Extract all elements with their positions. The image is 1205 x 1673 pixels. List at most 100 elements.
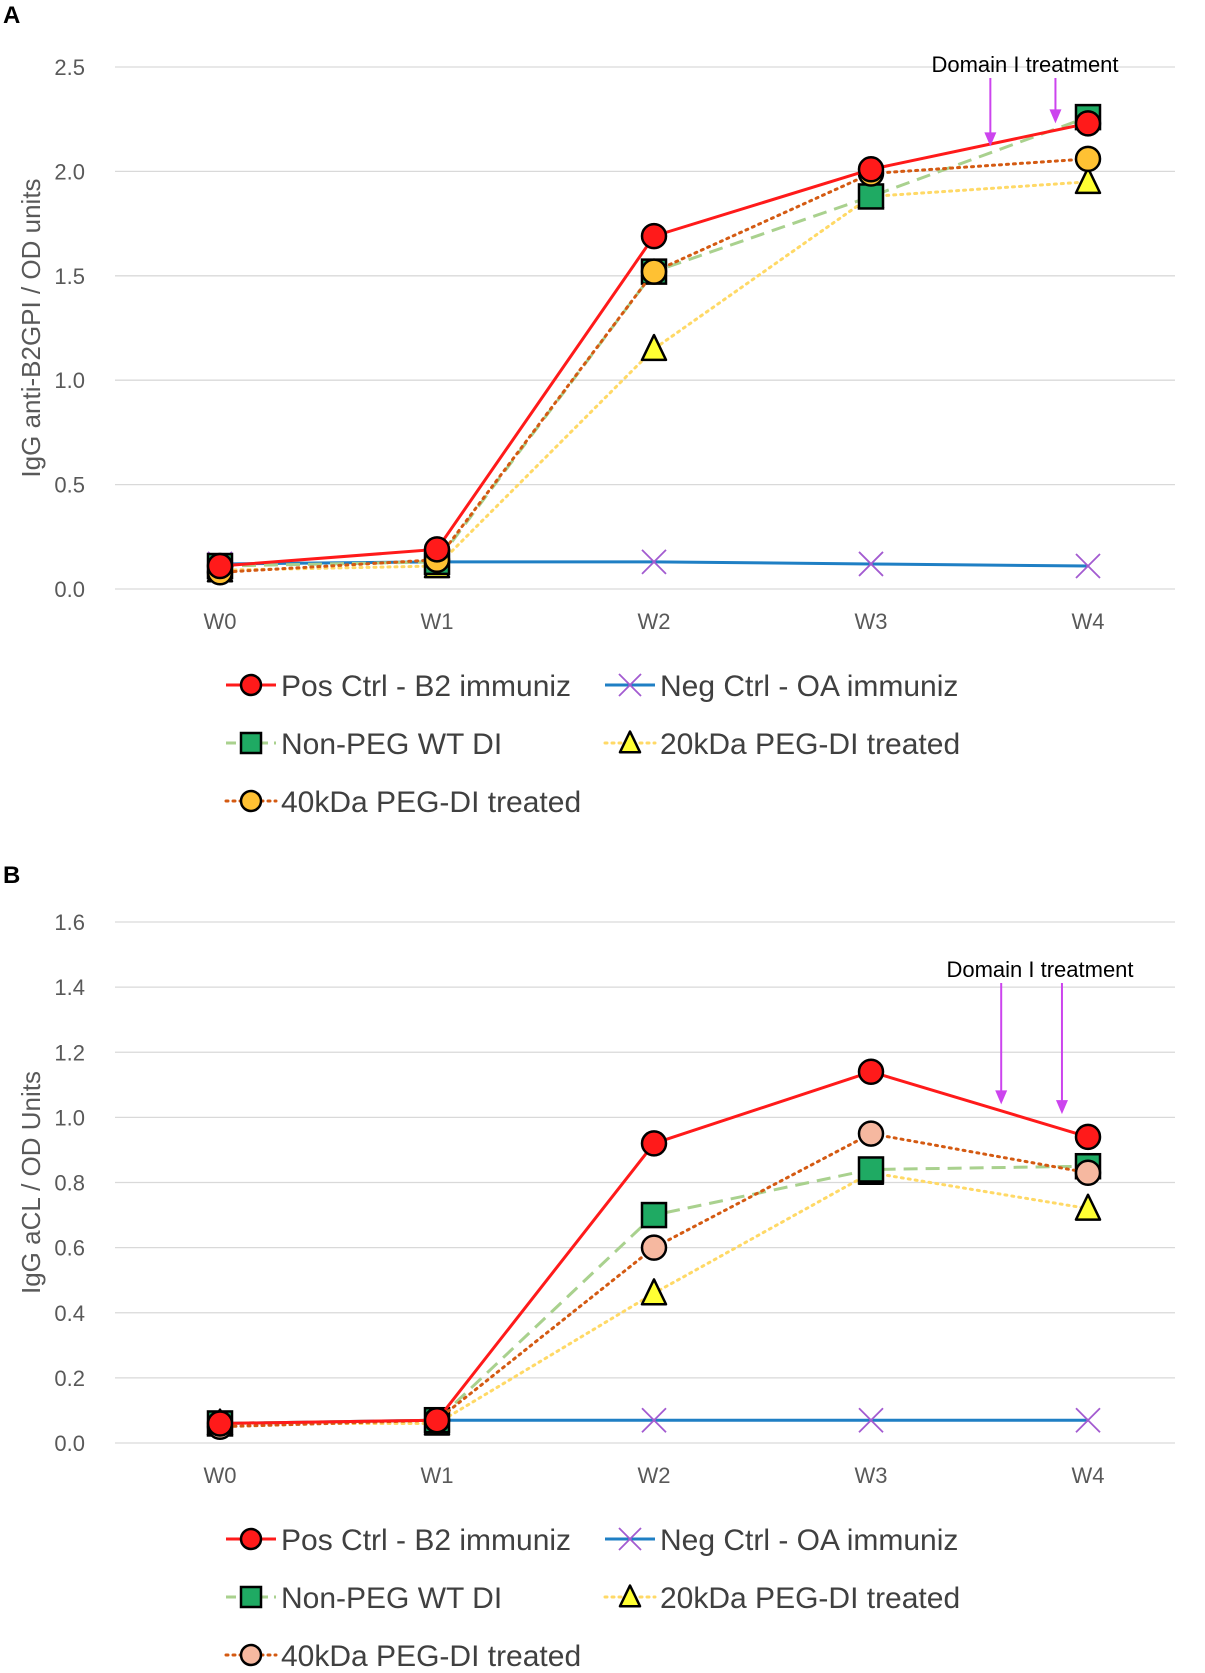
y-tick-label: 2.0 — [54, 159, 85, 184]
y-tick-label: 2.5 — [54, 55, 85, 80]
x-tick-label: W2 — [638, 1463, 671, 1488]
data-point — [1074, 1123, 1102, 1151]
data-point — [1074, 1193, 1102, 1221]
data-point — [857, 183, 885, 210]
arrow-head — [1055, 1100, 1068, 1115]
y-tick-label: 0.8 — [54, 1171, 85, 1196]
y-tick-label: 1.5 — [54, 264, 85, 289]
series-0 — [206, 1058, 1102, 1437]
arrow-head — [1049, 109, 1062, 124]
data-point — [1074, 1159, 1102, 1186]
data-point — [640, 222, 668, 250]
legend-marker — [239, 673, 263, 697]
legend-label: 40kDa PEG-DI treated — [281, 786, 581, 819]
annotation-arrow — [1055, 983, 1068, 1115]
x-tick-label: W3 — [855, 1463, 888, 1488]
data-point — [640, 1278, 668, 1306]
legend-item: 40kDa PEG-DI treated — [224, 786, 581, 819]
legend-item: Neg Ctrl - OA immuniz — [605, 670, 958, 703]
data-point — [640, 1234, 668, 1261]
y-tick-label: 0.0 — [54, 577, 85, 602]
legend-marker — [239, 731, 263, 755]
data-point — [1075, 1407, 1101, 1433]
data-point — [857, 1120, 885, 1147]
data-point — [858, 551, 884, 577]
legend-marker — [239, 1643, 263, 1667]
legend: Pos Ctrl - B2 immuniz Neg Ctrl - OA immun… — [224, 1524, 960, 1673]
data-point — [857, 1058, 885, 1086]
data-point — [641, 549, 667, 575]
y-tick-label: 1.2 — [54, 1040, 85, 1065]
legend-label: Pos Ctrl - B2 immuniz — [281, 670, 571, 703]
y-axis-label: IgG anti-B2GPI / OD units — [16, 178, 46, 477]
x-tick-label: W3 — [855, 609, 888, 634]
data-point — [423, 536, 451, 563]
legend-marker — [239, 789, 263, 813]
data-point — [640, 1201, 668, 1229]
data-point — [206, 1410, 234, 1437]
y-axis-label: IgG aCL / OD Units — [16, 1071, 46, 1294]
annotation-arrow — [984, 78, 997, 147]
y-tick-label: 1.6 — [54, 910, 85, 935]
y-tick-label: 1.0 — [54, 368, 85, 393]
legend-label: Neg Ctrl - OA immuniz — [660, 670, 958, 703]
x-tick-label: W4 — [1072, 1463, 1105, 1488]
legend-label: 40kDa PEG-DI treated — [281, 1640, 581, 1673]
annotation-text: Domain I treatment — [946, 957, 1133, 982]
panel-label-a: A — [3, 2, 21, 29]
annotation-arrow — [995, 983, 1008, 1105]
data-point — [206, 552, 234, 580]
arrow-head — [995, 1090, 1008, 1105]
legend-item: Pos Ctrl - B2 immuniz — [226, 1524, 571, 1557]
y-tick-label: 0.6 — [54, 1236, 85, 1261]
legend-item: Neg Ctrl - OA immuniz — [605, 1524, 958, 1557]
legend: Pos Ctrl - B2 immuniz Neg Ctrl - OA immun… — [224, 670, 960, 819]
data-point — [423, 1406, 451, 1434]
data-point — [640, 333, 668, 362]
x-tick-label: W1 — [421, 609, 454, 634]
y-tick-label: 1.0 — [54, 1105, 85, 1130]
legend-marker — [239, 1527, 263, 1551]
legend-label: 20kDa PEG-DI treated — [660, 728, 960, 761]
legend-label: Non-PEG WT DI — [281, 728, 502, 761]
data-point — [1074, 145, 1102, 173]
x-tick-label: W0 — [204, 1463, 237, 1488]
data-point — [640, 258, 668, 285]
y-tick-label: 0.4 — [54, 1301, 85, 1326]
series-line — [218, 157, 1090, 574]
data-point — [640, 1130, 668, 1157]
data-point — [857, 156, 885, 183]
data-point — [857, 1156, 885, 1183]
legend-label: Pos Ctrl - B2 immuniz — [281, 1524, 571, 1557]
y-tick-label: 0.2 — [54, 1366, 85, 1391]
panel-label-b: B — [3, 862, 21, 889]
x-tick-label: W4 — [1072, 609, 1105, 634]
series-0 — [206, 110, 1102, 580]
annotation-text: Domain I treatment — [931, 52, 1118, 77]
series-4 — [206, 145, 1102, 586]
y-tick-label: 1.4 — [54, 975, 85, 1000]
y-tick-label: 0.5 — [54, 473, 85, 498]
legend-item: Pos Ctrl - B2 immuniz — [226, 670, 571, 703]
arrow-head — [984, 132, 997, 147]
annotation-arrow — [1049, 78, 1062, 124]
y-tick-label: 0.0 — [54, 1431, 85, 1456]
x-tick-label: W0 — [204, 609, 237, 634]
legend-label: 20kDa PEG-DI treated — [660, 1582, 960, 1615]
data-point — [1075, 553, 1101, 579]
legend-item: 20kDa PEG-DI treated — [603, 728, 960, 761]
legend-marker — [618, 1584, 642, 1608]
chart-b: 0.0 0.2 0.4 0.6 0.8 1.0 1.2 1.4 1.6 W0 W1 W2 W3 W4 IgG… — [16, 910, 1175, 1673]
legend-marker — [618, 1527, 642, 1551]
data-point — [1074, 166, 1102, 195]
legend-label: Neg Ctrl - OA immuniz — [660, 1524, 958, 1557]
legend-item: 40kDa PEG-DI treated — [224, 1640, 581, 1673]
x-tick-label: W1 — [421, 1463, 454, 1488]
chart-a: 0.0 0.5 1.0 1.5 2.0 2.5 W0 W1 W2 W3 W4 IgG anti-B2G… — [16, 52, 1175, 819]
series-3 — [206, 1157, 1102, 1436]
legend-marker — [239, 1585, 263, 1609]
x-tick-label: W2 — [638, 609, 671, 634]
data-point — [858, 1407, 884, 1433]
data-point — [1074, 110, 1102, 137]
